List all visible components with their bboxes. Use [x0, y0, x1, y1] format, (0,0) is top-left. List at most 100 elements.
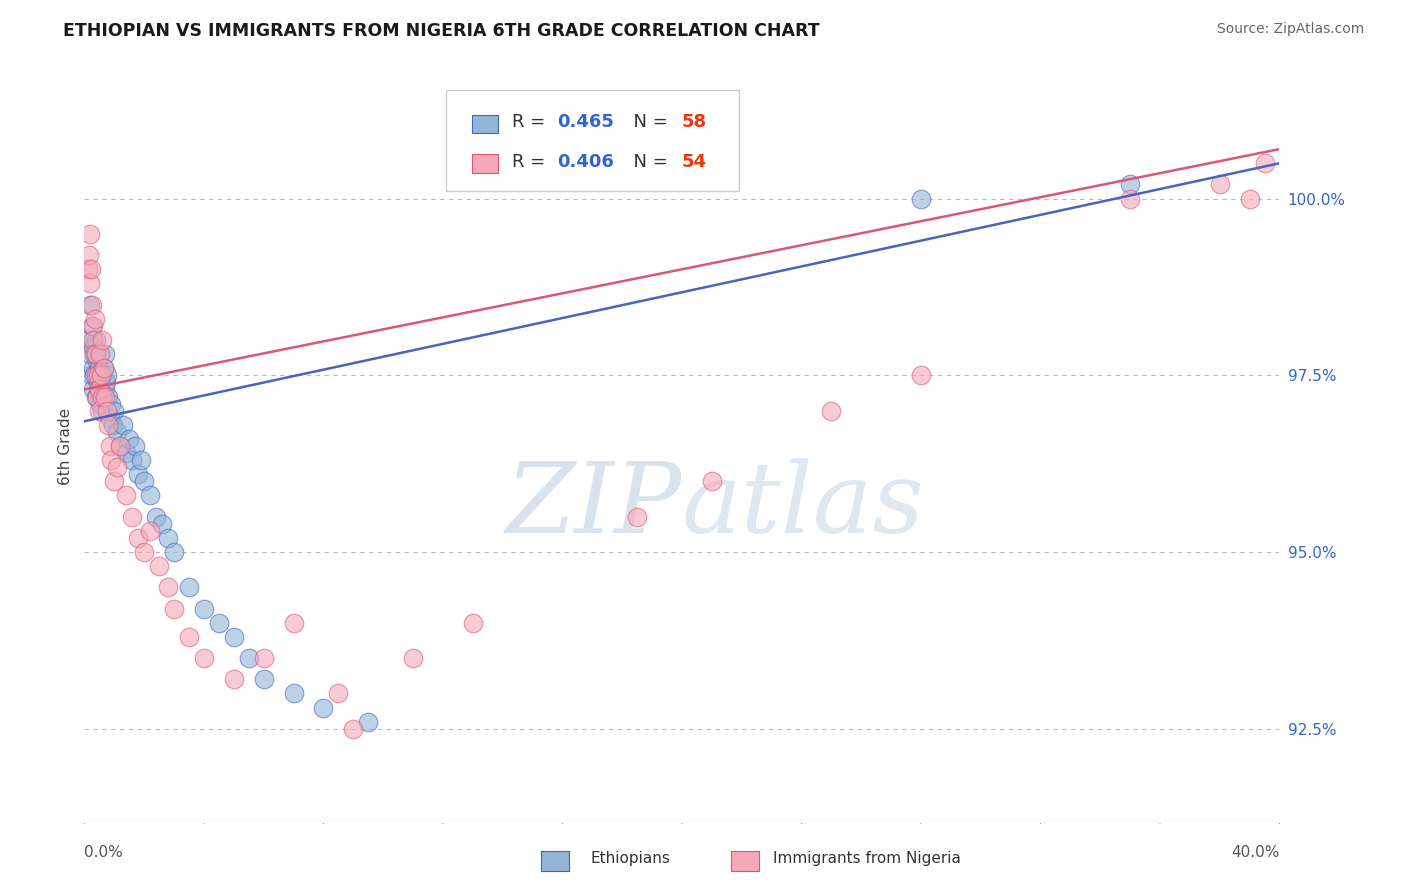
Point: [98, 439, 121, 453]
Point: [83, 347, 105, 361]
Point: [163, 601, 186, 615]
Point: [1253, 156, 1275, 170]
Point: [208, 615, 231, 630]
Point: [105, 460, 128, 475]
Point: [115, 446, 138, 460]
Point: [402, 651, 425, 665]
Point: [83, 368, 105, 383]
Point: [132, 545, 156, 559]
Point: [222, 630, 245, 644]
Point: [910, 192, 932, 206]
Point: [139, 488, 162, 502]
Point: [89, 383, 111, 397]
Text: 0.0%: 0.0%: [84, 846, 124, 861]
Point: [132, 475, 156, 489]
Point: [177, 630, 200, 644]
Text: N =: N =: [623, 113, 673, 131]
Point: [79, 347, 101, 361]
Point: [89, 396, 111, 410]
Point: [157, 580, 180, 594]
Point: [121, 509, 143, 524]
Point: [80, 368, 103, 383]
Point: [83, 311, 105, 326]
Point: [79, 298, 101, 312]
FancyBboxPatch shape: [447, 90, 740, 191]
Point: [127, 531, 149, 545]
Point: [87, 376, 110, 390]
Point: [118, 432, 141, 446]
Point: [700, 475, 723, 489]
Point: [82, 318, 104, 333]
Point: [84, 368, 107, 383]
Point: [77, 262, 100, 277]
Point: [177, 580, 200, 594]
Point: [357, 714, 380, 729]
Point: [312, 700, 335, 714]
Point: [89, 383, 111, 397]
Point: [127, 467, 149, 482]
Point: [163, 545, 186, 559]
FancyBboxPatch shape: [471, 115, 498, 133]
Point: [253, 673, 276, 687]
Text: atlas: atlas: [682, 458, 925, 554]
Point: [98, 410, 121, 425]
Text: 54: 54: [682, 153, 707, 171]
Point: [342, 722, 364, 736]
Point: [193, 601, 215, 615]
Point: [150, 516, 173, 531]
Point: [626, 509, 648, 524]
Point: [238, 651, 260, 665]
Point: [91, 390, 114, 404]
Point: [86, 390, 108, 404]
Point: [80, 298, 103, 312]
Point: [90, 403, 112, 417]
Point: [97, 390, 120, 404]
Point: [1239, 192, 1261, 206]
Point: [283, 686, 305, 700]
Text: ZIP: ZIP: [506, 458, 682, 554]
Point: [124, 439, 146, 453]
Text: 40.0%: 40.0%: [1232, 846, 1279, 861]
Point: [820, 403, 842, 417]
Point: [87, 403, 110, 417]
Point: [103, 403, 125, 417]
Point: [86, 354, 108, 368]
Point: [94, 390, 117, 404]
Point: [148, 559, 170, 574]
Point: [91, 333, 114, 347]
Text: Immigrants from Nigeria: Immigrants from Nigeria: [773, 851, 962, 865]
Point: [84, 333, 107, 347]
Point: [103, 475, 125, 489]
Point: [115, 488, 138, 502]
Point: [77, 248, 100, 262]
Point: [145, 509, 167, 524]
Text: 58: 58: [682, 113, 707, 131]
Point: [193, 651, 215, 665]
Point: [86, 347, 108, 361]
Point: [87, 368, 110, 383]
Point: [1209, 178, 1232, 192]
Point: [90, 390, 112, 404]
Point: [461, 615, 484, 630]
Point: [87, 361, 110, 376]
Point: [79, 227, 101, 241]
Point: [86, 390, 108, 404]
Point: [110, 439, 132, 453]
Point: [80, 262, 103, 277]
Point: [105, 425, 128, 439]
FancyBboxPatch shape: [471, 154, 498, 172]
Point: [82, 340, 104, 354]
Point: [283, 615, 305, 630]
Point: [93, 361, 115, 376]
Point: [96, 368, 118, 383]
Point: [253, 651, 276, 665]
Point: [112, 417, 135, 432]
Point: [89, 347, 111, 361]
Point: [93, 347, 115, 361]
Text: Source: ZipAtlas.com: Source: ZipAtlas.com: [1216, 22, 1364, 37]
Point: [1119, 178, 1142, 192]
Point: [93, 361, 115, 376]
Point: [222, 673, 245, 687]
Text: ETHIOPIAN VS IMMIGRANTS FROM NIGERIA 6TH GRADE CORRELATION CHART: ETHIOPIAN VS IMMIGRANTS FROM NIGERIA 6TH…: [63, 22, 820, 40]
Point: [110, 439, 132, 453]
